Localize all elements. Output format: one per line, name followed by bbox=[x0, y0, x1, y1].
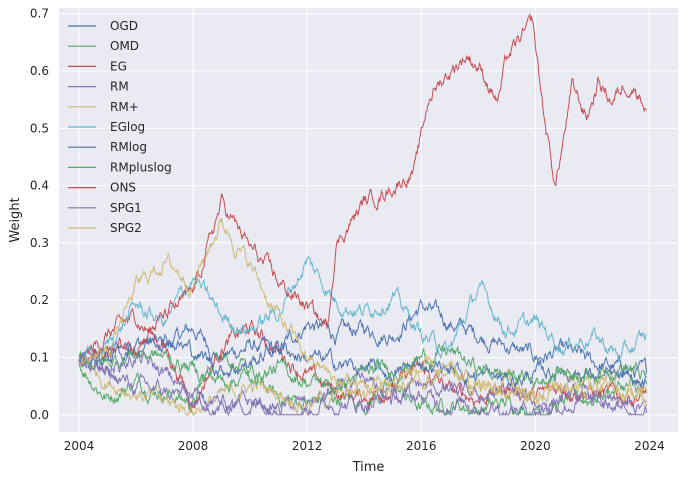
legend-label: ONS bbox=[110, 181, 136, 195]
x-tick-label: 2024 bbox=[634, 439, 665, 453]
y-tick-label: 0.5 bbox=[30, 121, 49, 135]
legend-label: OMD bbox=[110, 39, 139, 53]
y-axis-label: Weight bbox=[8, 197, 23, 242]
grid bbox=[59, 8, 678, 432]
y-tick-label: 0.0 bbox=[30, 408, 49, 422]
legend: OGD OMD EG RM RM+ EGlog RMlog RMpluslog ONS SPG1 S… bbox=[68, 19, 172, 235]
x-tick-label: 2020 bbox=[520, 439, 551, 453]
series-line-spg1 bbox=[78, 356, 648, 417]
series-lines bbox=[78, 12, 648, 417]
x-axis-label: Time bbox=[352, 460, 385, 475]
legend-label: RM bbox=[110, 80, 129, 94]
y-tick-label: 0.2 bbox=[30, 293, 49, 307]
y-tick-label: 0.6 bbox=[30, 64, 49, 78]
series-line-ons bbox=[78, 12, 647, 368]
legend-label: SPG1 bbox=[110, 201, 142, 215]
legend-label: EG bbox=[110, 59, 127, 73]
series-line-eglog bbox=[78, 255, 647, 369]
legend-label: RMpluslog bbox=[110, 160, 172, 174]
legend-label: OGD bbox=[110, 19, 138, 33]
y-tick-labels: 0.0 0.1 0.2 0.3 0.4 0.5 0.6 0.7 bbox=[30, 7, 49, 422]
series-line-eg bbox=[78, 307, 648, 413]
legend-label: RMlog bbox=[110, 140, 147, 154]
x-tick-label: 2012 bbox=[292, 439, 323, 453]
x-tick-label: 2008 bbox=[178, 439, 209, 453]
legend-label: EGlog bbox=[110, 120, 145, 134]
legend-label: RM+ bbox=[110, 100, 139, 114]
y-tick-label: 0.3 bbox=[30, 236, 49, 250]
plot-background bbox=[59, 8, 678, 432]
y-tick-label: 0.7 bbox=[30, 7, 49, 21]
series-line-rm- bbox=[78, 356, 648, 417]
x-tick-label: 2016 bbox=[406, 439, 437, 453]
series-line-rm bbox=[78, 350, 647, 417]
y-tick-label: 0.1 bbox=[30, 351, 49, 365]
y-tick-label: 0.4 bbox=[30, 179, 49, 193]
series-line-ogd bbox=[78, 298, 648, 378]
series-line-rmpluslog bbox=[78, 342, 648, 397]
legend-label: SPG2 bbox=[110, 221, 142, 235]
x-tick-labels: 2004 2008 2012 2016 2020 2024 bbox=[64, 439, 665, 453]
series-line-spg2 bbox=[78, 217, 648, 404]
x-tick-label: 2004 bbox=[64, 439, 95, 453]
